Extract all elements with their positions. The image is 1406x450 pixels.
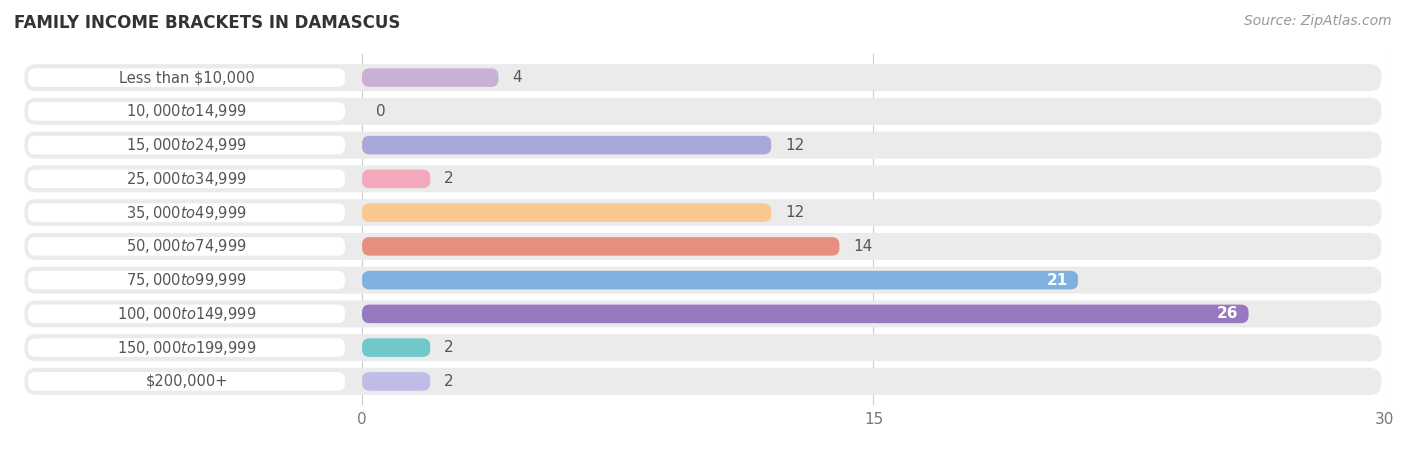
FancyBboxPatch shape bbox=[363, 170, 430, 188]
FancyBboxPatch shape bbox=[363, 338, 430, 357]
FancyBboxPatch shape bbox=[24, 334, 1382, 361]
FancyBboxPatch shape bbox=[24, 98, 1382, 125]
Text: 12: 12 bbox=[785, 138, 804, 153]
Text: 4: 4 bbox=[512, 70, 522, 85]
FancyBboxPatch shape bbox=[28, 372, 344, 391]
FancyBboxPatch shape bbox=[24, 64, 1382, 91]
FancyBboxPatch shape bbox=[28, 237, 344, 256]
FancyBboxPatch shape bbox=[363, 271, 1078, 289]
FancyBboxPatch shape bbox=[28, 136, 344, 154]
FancyBboxPatch shape bbox=[24, 166, 1382, 193]
FancyBboxPatch shape bbox=[363, 372, 430, 391]
FancyBboxPatch shape bbox=[363, 203, 772, 222]
Text: 2: 2 bbox=[444, 171, 454, 186]
FancyBboxPatch shape bbox=[24, 368, 1382, 395]
Text: 0: 0 bbox=[375, 104, 385, 119]
FancyBboxPatch shape bbox=[28, 102, 344, 121]
Text: $75,000 to $99,999: $75,000 to $99,999 bbox=[127, 271, 247, 289]
FancyBboxPatch shape bbox=[24, 131, 1382, 159]
Text: $10,000 to $14,999: $10,000 to $14,999 bbox=[127, 102, 247, 120]
Text: 2: 2 bbox=[444, 374, 454, 389]
Text: $25,000 to $34,999: $25,000 to $34,999 bbox=[127, 170, 247, 188]
FancyBboxPatch shape bbox=[28, 203, 344, 222]
Text: 21: 21 bbox=[1046, 273, 1067, 288]
Text: 14: 14 bbox=[853, 239, 872, 254]
Text: $150,000 to $199,999: $150,000 to $199,999 bbox=[117, 338, 256, 356]
Text: FAMILY INCOME BRACKETS IN DAMASCUS: FAMILY INCOME BRACKETS IN DAMASCUS bbox=[14, 14, 401, 32]
FancyBboxPatch shape bbox=[28, 271, 344, 289]
FancyBboxPatch shape bbox=[24, 266, 1382, 293]
Text: 26: 26 bbox=[1216, 306, 1239, 321]
FancyBboxPatch shape bbox=[28, 68, 344, 87]
FancyBboxPatch shape bbox=[363, 136, 772, 154]
FancyBboxPatch shape bbox=[28, 338, 344, 357]
Text: $50,000 to $74,999: $50,000 to $74,999 bbox=[127, 237, 247, 255]
Text: 12: 12 bbox=[785, 205, 804, 220]
Text: $15,000 to $24,999: $15,000 to $24,999 bbox=[127, 136, 247, 154]
Text: $100,000 to $149,999: $100,000 to $149,999 bbox=[117, 305, 256, 323]
Text: Less than $10,000: Less than $10,000 bbox=[118, 70, 254, 85]
FancyBboxPatch shape bbox=[363, 68, 499, 87]
FancyBboxPatch shape bbox=[24, 233, 1382, 260]
FancyBboxPatch shape bbox=[28, 170, 344, 188]
Text: $35,000 to $49,999: $35,000 to $49,999 bbox=[127, 203, 247, 221]
Text: 2: 2 bbox=[444, 340, 454, 355]
FancyBboxPatch shape bbox=[24, 199, 1382, 226]
Text: $200,000+: $200,000+ bbox=[145, 374, 228, 389]
Text: Source: ZipAtlas.com: Source: ZipAtlas.com bbox=[1244, 14, 1392, 27]
FancyBboxPatch shape bbox=[24, 301, 1382, 328]
FancyBboxPatch shape bbox=[363, 237, 839, 256]
FancyBboxPatch shape bbox=[363, 305, 1249, 323]
FancyBboxPatch shape bbox=[28, 305, 344, 323]
